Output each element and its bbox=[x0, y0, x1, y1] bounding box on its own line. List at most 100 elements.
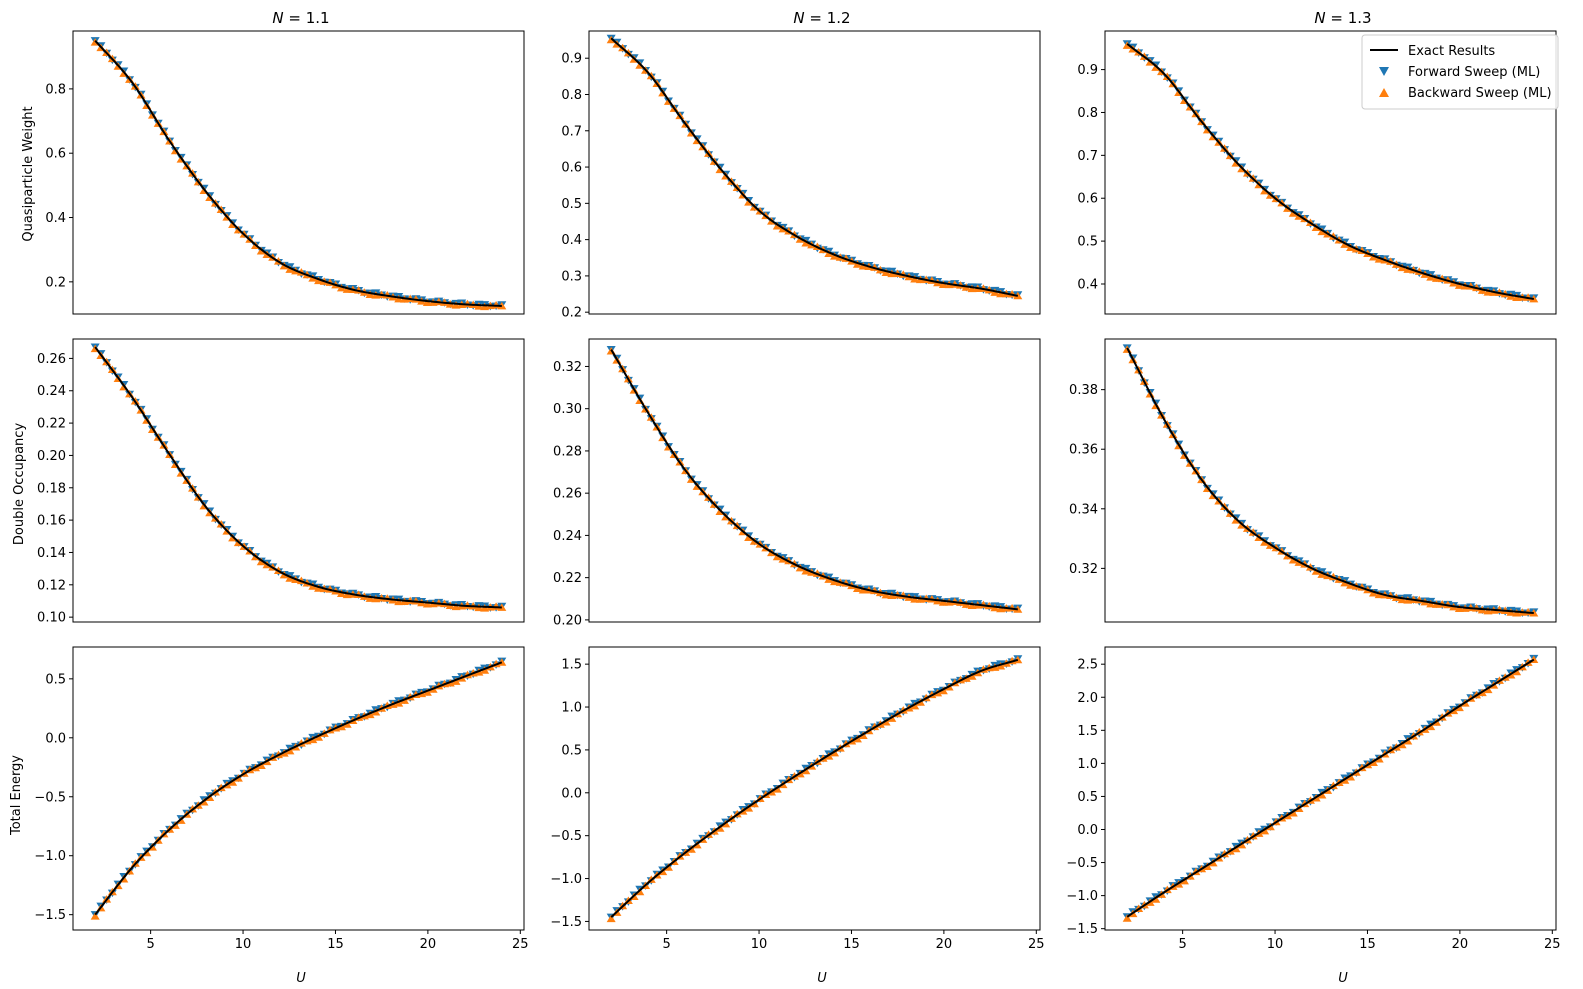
y-tick-label: 0.26 bbox=[37, 352, 66, 367]
backward-sweep-point bbox=[1426, 599, 1436, 608]
x-label-2: U bbox=[817, 971, 827, 986]
x-tick-label: 5 bbox=[146, 937, 154, 952]
y-tick-label: 1.0 bbox=[561, 701, 582, 716]
backward-sweep-point bbox=[910, 701, 920, 710]
plot-area bbox=[606, 655, 1023, 923]
y-tick-label: 0.22 bbox=[37, 417, 66, 432]
x-tick-label: 25 bbox=[512, 937, 529, 952]
backward-sweep-point bbox=[1454, 703, 1464, 712]
backward-sweep-point bbox=[996, 662, 1006, 670]
y-tick-label: −1.5 bbox=[34, 908, 66, 923]
axes-frame bbox=[588, 30, 1041, 315]
backward-sweep-point bbox=[365, 290, 375, 298]
legend-box bbox=[1361, 34, 1559, 110]
y-tick-label: 0.5 bbox=[561, 743, 582, 758]
panel-5: 0.20 0.22 0.24 0.26 0.28 0.30 0.32 bbox=[553, 338, 1041, 628]
backward-sweep-point bbox=[772, 552, 782, 561]
panel-3: 0.4 0.5 0.6 0.7 0.8 0.9 bbox=[1077, 30, 1557, 315]
exact-results-line bbox=[1126, 43, 1534, 300]
axes-frame bbox=[72, 646, 525, 931]
backward-sweep-point bbox=[830, 577, 840, 586]
x-tick-label: 15 bbox=[843, 937, 860, 952]
backward-sweep-point bbox=[314, 276, 324, 285]
backward-sweep-point bbox=[256, 761, 266, 770]
x-tick-label: 5 bbox=[662, 937, 670, 952]
backward-sweep-point bbox=[1426, 273, 1436, 281]
row-label-double-occupancy: Double Occupancy bbox=[12, 423, 27, 546]
y-tick-label: 0.9 bbox=[561, 52, 582, 67]
backward-sweep-point bbox=[1346, 581, 1356, 589]
backward-sweep-point bbox=[606, 914, 616, 923]
legend-exact-label: Exact Results bbox=[1408, 44, 1495, 59]
x-tick-label: 5 bbox=[1178, 937, 1186, 952]
x-axis-labels: U U U bbox=[296, 971, 1348, 986]
y-tick-label: −0.5 bbox=[34, 790, 66, 805]
y-tick-label: 0.2 bbox=[561, 306, 582, 321]
backward-sweep-point bbox=[938, 280, 948, 289]
y-tick-label: 2.5 bbox=[1077, 658, 1098, 673]
backward-sweep-point bbox=[1397, 595, 1407, 604]
panel-6: 0.32 0.34 0.36 0.38 bbox=[1069, 338, 1557, 623]
x-tick-label: 25 bbox=[1028, 937, 1045, 952]
backward-sweep-point bbox=[394, 597, 404, 606]
y-tick-label: 0.30 bbox=[553, 402, 582, 417]
col-title-3: N = 1.3 bbox=[1314, 9, 1371, 27]
exact-results-line bbox=[1126, 658, 1535, 918]
y-tick-label: 0.14 bbox=[37, 546, 66, 561]
backward-sweep-point bbox=[1346, 243, 1356, 252]
backward-sweep-point bbox=[394, 294, 404, 303]
backward-sweep-point bbox=[422, 688, 432, 696]
backward-sweep-point bbox=[1454, 281, 1464, 289]
panel-8: −1.5 −1.0 −0.5 0.0 0.5 1.0 1.5 5 10 15 20 25 bbox=[550, 646, 1045, 952]
exact-results-line bbox=[610, 658, 1019, 918]
x-tick-label: 25 bbox=[1544, 937, 1561, 952]
y-tick-label: 0.24 bbox=[37, 384, 66, 399]
backward-sweep-point bbox=[451, 677, 461, 685]
y-tick-label: 0.6 bbox=[1077, 192, 1098, 207]
col-title-1: N = 1.1 bbox=[272, 9, 329, 27]
x-tick-label: 20 bbox=[936, 937, 953, 952]
y-tick-label: 1.5 bbox=[561, 658, 582, 673]
backward-sweep-point bbox=[1317, 791, 1327, 799]
y-tick-label: 0.16 bbox=[37, 514, 66, 529]
panel-7: −1.5 −1.0 −0.5 0.0 0.5 5 10 15 20 25 bbox=[34, 646, 529, 952]
backward-sweep-point bbox=[772, 785, 782, 793]
legend-forward-marker-icon bbox=[1379, 67, 1389, 76]
axes-frame bbox=[588, 646, 1041, 931]
y-tick-label: 0.18 bbox=[37, 481, 66, 496]
y-tick-label: 0.5 bbox=[561, 197, 582, 212]
panel-4: 0.10 0.12 0.14 0.16 0.18 0.20 0.22 0.24 0.26 bbox=[37, 338, 525, 626]
y-tick-label: 0.12 bbox=[37, 578, 66, 593]
plot-area bbox=[606, 345, 1023, 614]
axes-frame bbox=[1104, 30, 1557, 315]
y-tick-label: 0.8 bbox=[561, 88, 582, 103]
chart-panels: 0.20.40.60.80.20.30.40.50.60.70.80.90.40… bbox=[34, 30, 1561, 952]
x-label-3: U bbox=[1338, 971, 1348, 986]
y-tick-label: 0.5 bbox=[1077, 235, 1098, 250]
backward-sweep-point bbox=[1317, 227, 1327, 236]
y-tick-label: 0.4 bbox=[1077, 277, 1098, 292]
backward-sweep-point bbox=[881, 268, 891, 277]
backward-sweep-point bbox=[365, 594, 375, 602]
exact-results-line bbox=[94, 346, 502, 609]
y-tick-label: 0.24 bbox=[553, 529, 582, 544]
plot-area bbox=[606, 34, 1023, 300]
row-labels: Quasiparticle Weight Double Occupancy To… bbox=[9, 106, 36, 836]
legend-backward-marker-icon bbox=[1379, 88, 1389, 97]
backward-sweep-point bbox=[394, 699, 404, 707]
y-tick-label: 0.7 bbox=[1077, 149, 1098, 164]
backward-sweep-point bbox=[1122, 914, 1132, 922]
backward-sweep-point bbox=[938, 686, 948, 695]
y-tick-label: 1.0 bbox=[1077, 757, 1098, 772]
backward-sweep-point bbox=[314, 733, 324, 741]
backward-sweep-point bbox=[1260, 826, 1270, 835]
y-tick-label: 0.6 bbox=[45, 147, 66, 162]
axes-frame bbox=[1104, 338, 1557, 623]
backward-sweep-point bbox=[1483, 685, 1493, 694]
panel-2: 0.2 0.3 0.4 0.5 0.6 0.7 0.8 0.9 bbox=[561, 30, 1041, 321]
exact-results-line bbox=[1126, 347, 1534, 615]
backward-sweep-point bbox=[1260, 538, 1270, 546]
backward-sweep-point bbox=[256, 557, 266, 566]
y-tick-label: 0.20 bbox=[37, 449, 66, 464]
